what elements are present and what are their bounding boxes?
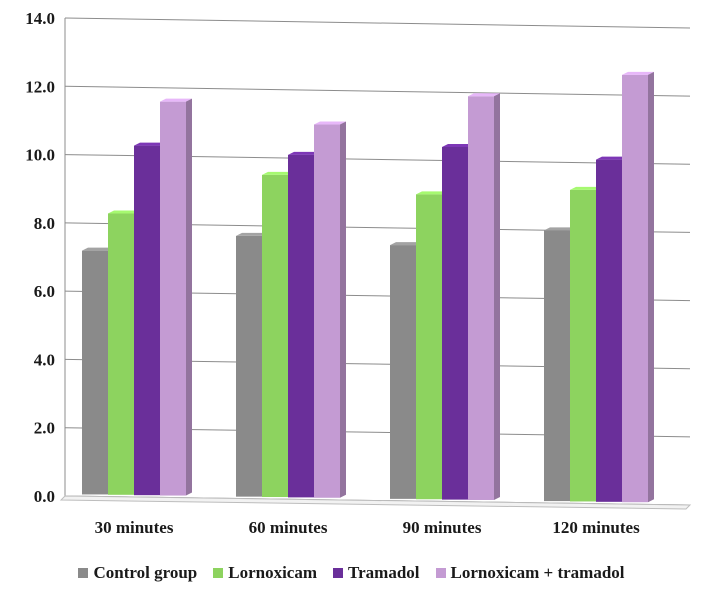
legend-label: Control group	[93, 563, 198, 582]
x-tick-label: 30 minutes	[95, 518, 174, 537]
bar-control-group-0	[82, 250, 108, 495]
bar-side-face	[648, 71, 654, 503]
bar-lornoxicam-tramadol-3	[622, 74, 648, 503]
bar-tramadol-3	[596, 159, 622, 502]
legend-swatch	[78, 568, 89, 578]
bar-side-face	[340, 121, 346, 498]
x-tick-label: 90 minutes	[403, 518, 482, 537]
y-tick-label: 10.0	[25, 146, 55, 165]
y-tick-label: 2.0	[34, 419, 55, 438]
bar-top-face	[314, 121, 346, 125]
bar-lornoxicam-1	[262, 174, 288, 498]
bar-lornoxicam-3	[570, 189, 596, 502]
bar-top-face	[288, 151, 320, 155]
legend-label: Lornoxicam	[228, 563, 318, 582]
bar-top-face	[596, 156, 628, 160]
legend-swatch	[213, 568, 224, 578]
bar-top-face	[262, 171, 294, 175]
bar-tramadol-0	[134, 145, 160, 496]
bar-top-face	[570, 186, 602, 190]
bar-side-face	[494, 93, 500, 500]
bar-top-face	[160, 98, 192, 102]
chart-floor	[59, 495, 692, 510]
x-tick-label: 60 minutes	[249, 518, 328, 537]
bar-control-group-3	[544, 230, 570, 502]
legend-swatch	[333, 568, 344, 578]
bar-top-face	[416, 191, 448, 195]
bar-top-face	[442, 143, 474, 147]
bar-top-face	[622, 71, 654, 75]
legend-item: Control group	[78, 563, 197, 583]
bar-lornoxicam-tramadol-2	[468, 96, 494, 500]
legend-label: Tramadol	[348, 563, 420, 582]
gridline	[64, 85, 691, 97]
gridline	[64, 17, 691, 29]
bar-lornoxicam-tramadol-1	[314, 124, 340, 498]
legend: Control group Lornoxicam Tramadol Lornoxica…	[0, 562, 703, 584]
y-tick-label: 14.0	[25, 9, 55, 28]
bar-lornoxicam-tramadol-0	[160, 101, 186, 496]
legend-label: Lornoxicam + tramadol	[450, 563, 625, 582]
bar-lornoxicam-0	[108, 213, 134, 495]
y-tick-label: 12.0	[25, 77, 55, 96]
legend-swatch	[435, 568, 446, 578]
bar-control-group-2	[390, 245, 416, 499]
bar-side-face	[186, 98, 192, 496]
y-tick-label: 8.0	[34, 214, 55, 233]
legend-item: Tramadol	[333, 563, 420, 583]
bar-top-face	[468, 93, 500, 97]
bar-top-face	[134, 142, 166, 146]
bar-tramadol-2	[442, 146, 468, 500]
y-tick-label: 0.0	[34, 487, 55, 506]
bar-tramadol-1	[288, 154, 314, 498]
x-tick-label: 120 minutes	[552, 518, 640, 537]
bar-top-face	[544, 227, 576, 231]
y-tick-label: 6.0	[34, 282, 55, 301]
legend-item: Lornoxicam	[213, 563, 317, 583]
bar-control-group-1	[236, 235, 262, 497]
bar-top-face	[236, 232, 268, 236]
y-tick-label: 4.0	[34, 350, 55, 369]
legend-item: Lornoxicam + tramadol	[435, 563, 625, 583]
bar-top-face	[82, 247, 114, 251]
bar-lornoxicam-2	[416, 194, 442, 500]
bar-top-face	[390, 242, 422, 246]
bar-top-face	[108, 210, 140, 214]
